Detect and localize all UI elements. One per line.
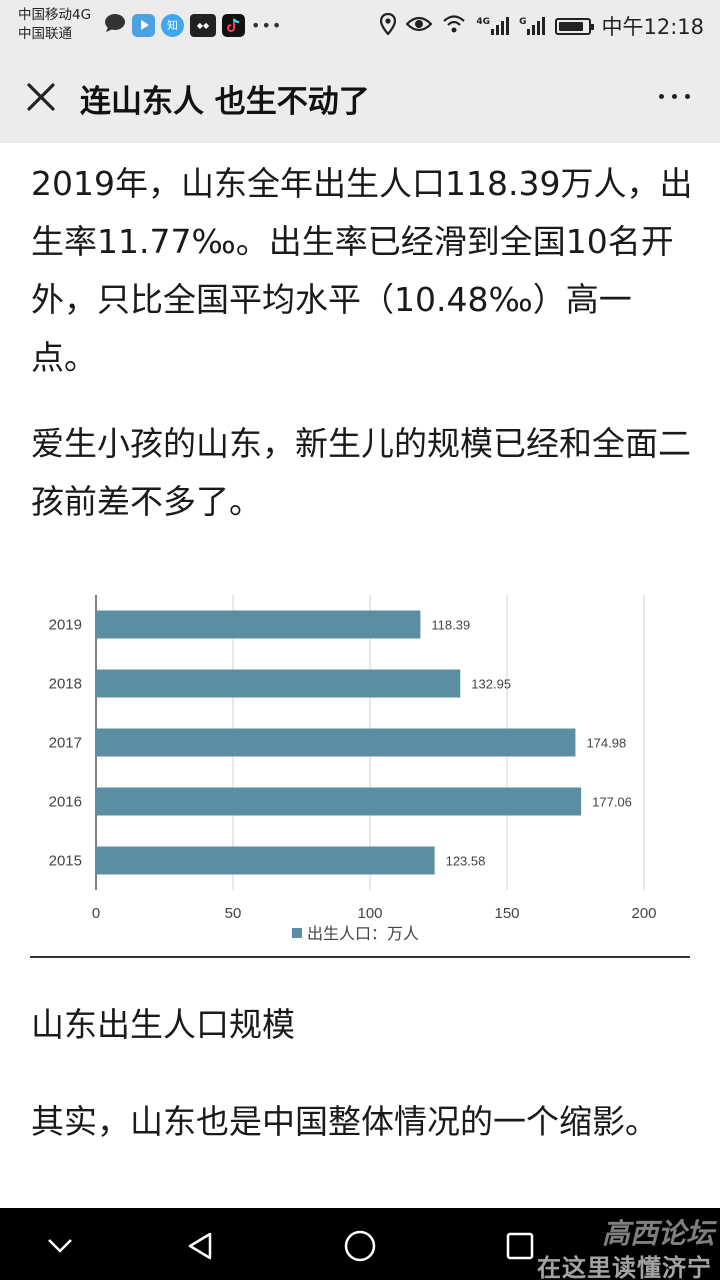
birth-population-bar-chart: 0 50 100 150 200 2019 118.39 2018 132.95 2017 174.… [49, 595, 657, 943]
y-tick-label: 2015 [49, 853, 82, 870]
bar-2015 [96, 846, 435, 875]
close-icon[interactable] [22, 78, 60, 116]
data-label: 177.06 [592, 795, 632, 810]
wifi-icon [442, 14, 466, 39]
dazhong-app-icon: ◆◆ [190, 13, 216, 37]
data-label: 174.98 [586, 736, 626, 751]
battery-icon [555, 17, 595, 35]
article-paragraph-2: 爱生小孩的山东，新生儿的规模已经和全面二孩前差不多了。 [31, 424, 691, 521]
watermark-logo: 高西论坛 [601, 1217, 714, 1250]
more-icon[interactable] [659, 94, 690, 99]
y-tick-label: 2019 [49, 617, 82, 634]
more-dots-icon: ••• [251, 15, 283, 35]
home-circle-icon[interactable] [344, 1230, 376, 1262]
x-tick-label: 0 [92, 905, 100, 922]
y-tick-label: 2016 [49, 794, 82, 811]
video-app-icon [132, 13, 155, 37]
x-tick-label: 200 [631, 905, 656, 922]
carrier-1: 中国移动4G [18, 7, 92, 23]
bar-2017 [96, 728, 576, 757]
network-label-g: G [519, 17, 527, 27]
status-bar: 中国移动4G 中国联通 知 ◆◆ ••• 4G G [0, 0, 720, 50]
chat-bubble-icon [104, 13, 126, 37]
bar-2018 [96, 669, 461, 698]
legend-label: 出生人口：万人 [307, 924, 419, 943]
carrier-info: 中国移动4G 中国联通 [18, 6, 91, 44]
watermark-slogan: 在这里读懂济宁 [537, 1254, 712, 1282]
eye-icon [405, 14, 433, 38]
signal-icon: G [519, 17, 546, 35]
y-tick-label: 2017 [49, 735, 82, 752]
clock: 中午12:18 [601, 15, 704, 39]
network-label-4g: 4G [476, 17, 491, 27]
signal-4g-icon: 4G [476, 17, 510, 35]
y-tick-label: 2018 [49, 676, 82, 693]
article-header: 连山东人 也生不动了 [0, 50, 720, 143]
bar-2019 [96, 610, 421, 639]
back-triangle-icon[interactable] [184, 1230, 216, 1262]
notification-icons: 知 ◆◆ ••• [104, 13, 282, 37]
system-status-icons: 4G G 中午12:18 [380, 11, 704, 41]
tiktok-icon [222, 13, 245, 37]
back-chevron-icon[interactable] [44, 1230, 76, 1262]
chart-caption: 山东出生人口规模 [31, 1005, 295, 1044]
location-icon [380, 12, 397, 40]
zhihu-icon: 知 [161, 13, 184, 37]
x-tick-label: 150 [494, 905, 519, 922]
bar-2016 [96, 787, 582, 816]
navigation-bar [0, 1208, 720, 1280]
chart-divider [30, 956, 690, 958]
recents-square-icon[interactable] [504, 1230, 536, 1262]
article-paragraph-1: 2019年，山东全年出生人口118.39万人，出生率11.77‰。出生率已经滑到… [31, 164, 693, 377]
data-label: 132.95 [471, 677, 511, 692]
carrier-2: 中国联通 [18, 26, 72, 42]
legend-swatch [292, 928, 302, 938]
article-paragraph-3: 其实，山东也是中国整体情况的一个缩影。 [31, 1102, 658, 1141]
x-tick-label: 100 [357, 905, 382, 922]
data-label: 118.39 [431, 618, 470, 633]
page-title: 连山东人 也生不动了 [80, 84, 370, 120]
data-label: 123.58 [446, 854, 486, 869]
x-tick-label: 50 [225, 905, 242, 922]
